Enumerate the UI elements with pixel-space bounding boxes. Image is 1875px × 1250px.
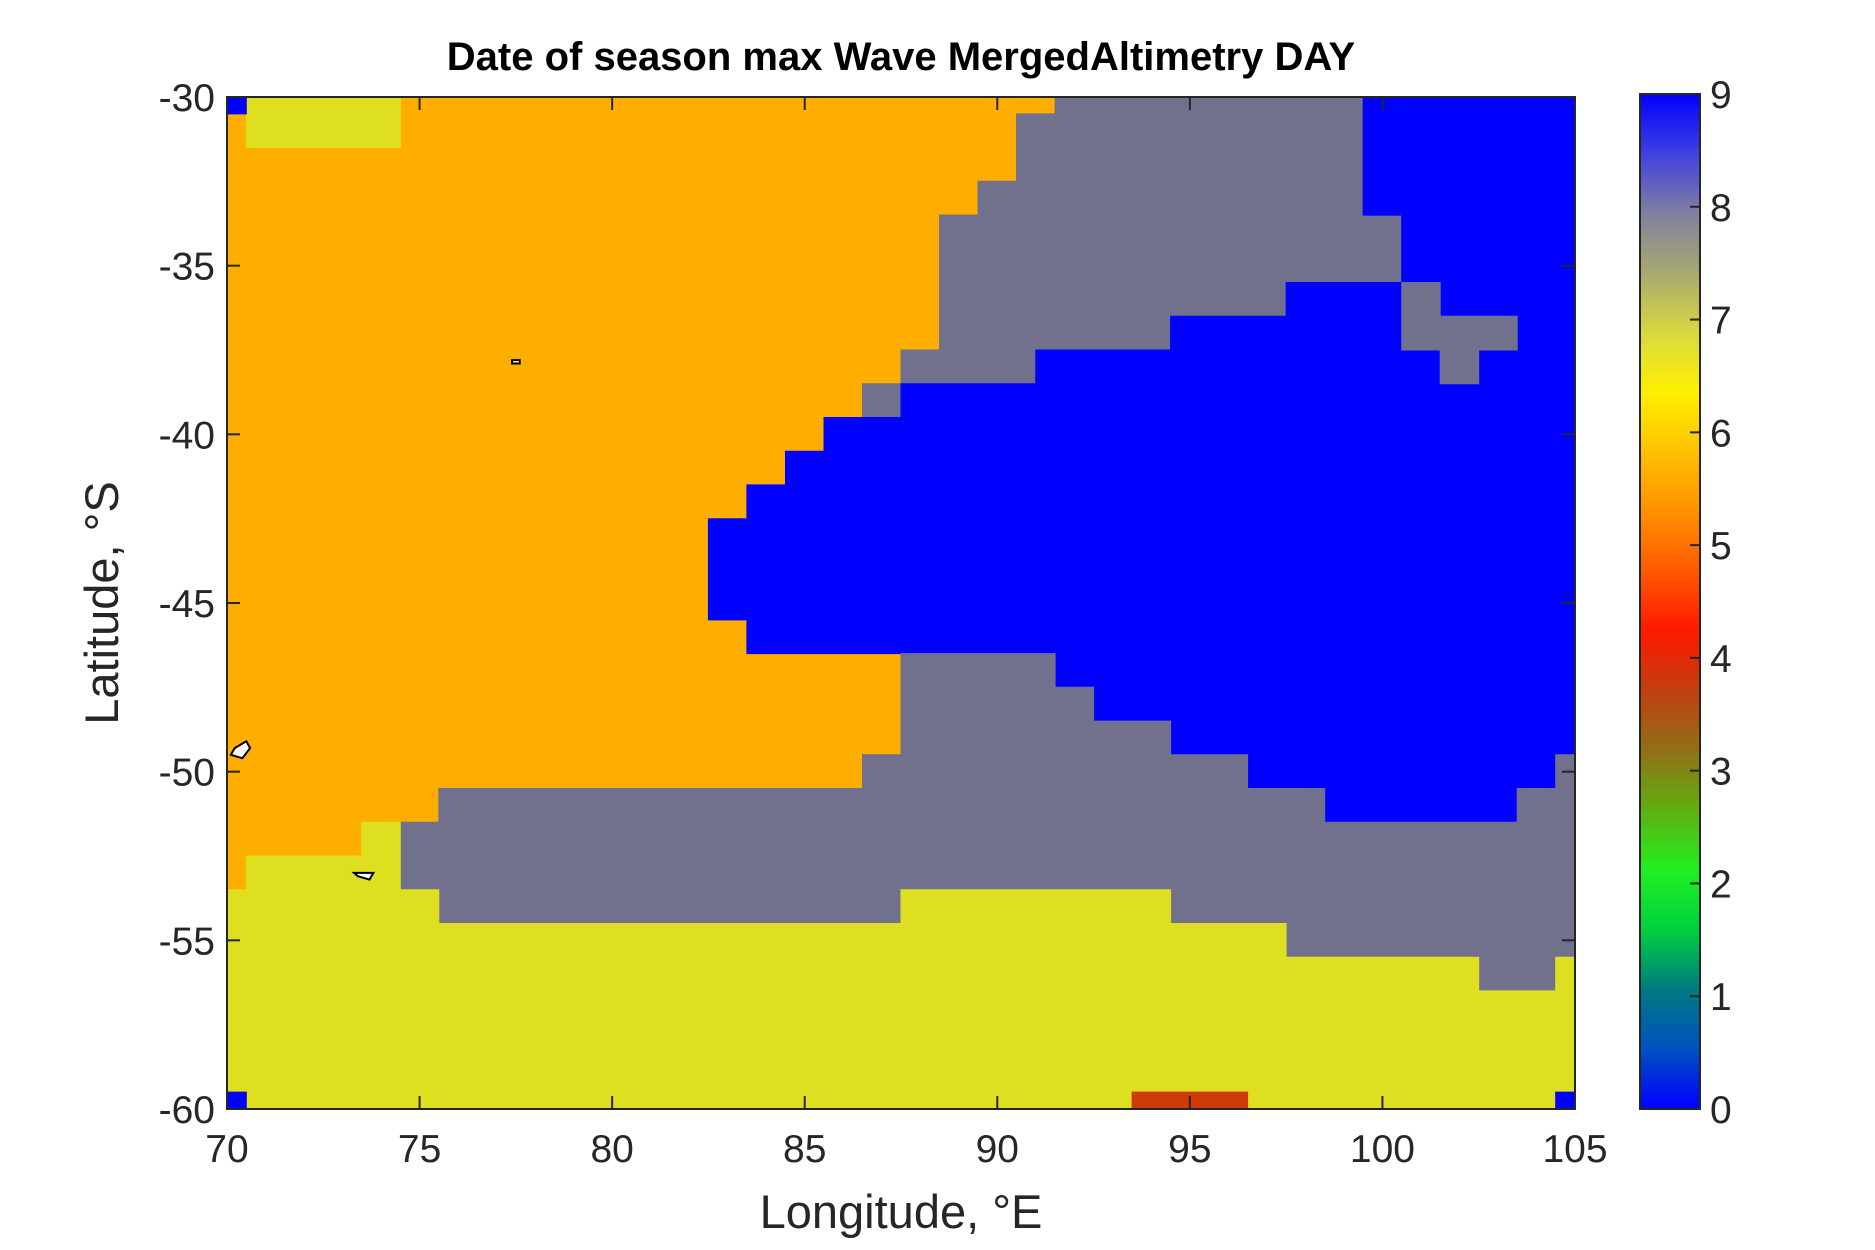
- coastline-island-0: [229, 739, 252, 760]
- region-value-7-6: [227, 821, 1575, 1109]
- y-tick-label--55: -55: [159, 920, 215, 963]
- region-value-9-9: [227, 1091, 247, 1109]
- region-value-9-10: [1555, 1091, 1575, 1109]
- region-value-7-1: [245, 97, 401, 149]
- x-tick-label-80: 80: [590, 1128, 633, 1171]
- colorbar-tick-label-7: 7: [1710, 300, 1732, 343]
- x-tick-label-70: 70: [205, 1128, 248, 1171]
- colorbar-tick-label-6: 6: [1710, 412, 1732, 455]
- x-axis-label: Longitude, °E: [760, 1185, 1043, 1238]
- x-tick-label-100: 100: [1350, 1128, 1415, 1171]
- heatmap-regions: [227, 97, 1575, 1109]
- x-axis-ticks: 70 75 80 85 90 95 100 105: [205, 97, 1608, 1171]
- x-tick-label-75: 75: [398, 1128, 441, 1171]
- colorbar-tick-label-0: 0: [1710, 1089, 1732, 1132]
- y-tick-label--50: -50: [159, 752, 215, 795]
- y-tick-label--40: -40: [159, 414, 215, 457]
- coastline-island-1: [351, 871, 376, 881]
- coastlines: [229, 359, 521, 881]
- x-tick-label-95: 95: [1168, 1128, 1211, 1171]
- region-value-9-8: [227, 97, 247, 115]
- colorbar-tick-label-2: 2: [1710, 863, 1732, 906]
- y-axis-ticks: -30 -35 -40 -45 -50 -55 -60: [159, 77, 1575, 1132]
- colorbar-tick-label-5: 5: [1710, 525, 1732, 568]
- y-tick-label--30: -30: [159, 77, 215, 120]
- region-value-8-4: [1401, 282, 1518, 385]
- colorbar-tick-label-1: 1: [1710, 976, 1732, 1019]
- y-tick-label--45: -45: [159, 583, 215, 626]
- colorbar-tick-label-4: 4: [1710, 638, 1732, 681]
- x-tick-label-105: 105: [1542, 1128, 1607, 1171]
- colorbar-tick-label-9: 9: [1710, 74, 1732, 117]
- colorbar-ticks: 0 1 2 3 4 5 6 7 8 9: [1690, 74, 1732, 1132]
- chart-title: Date of season max Wave MergedAltimetry …: [447, 35, 1356, 79]
- x-tick-label-90: 90: [976, 1128, 1019, 1171]
- y-tick-label--35: -35: [159, 246, 215, 289]
- y-axis-label: Latitude, °S: [75, 481, 128, 725]
- colorbar: [1639, 93, 1701, 1110]
- x-tick-label-85: 85: [783, 1128, 826, 1171]
- y-tick-label--60: -60: [159, 1089, 215, 1132]
- coastline-islet-2: [511, 359, 521, 365]
- colorbar-tick-label-3: 3: [1710, 751, 1732, 794]
- colorbar-tick-label-8: 8: [1710, 187, 1732, 230]
